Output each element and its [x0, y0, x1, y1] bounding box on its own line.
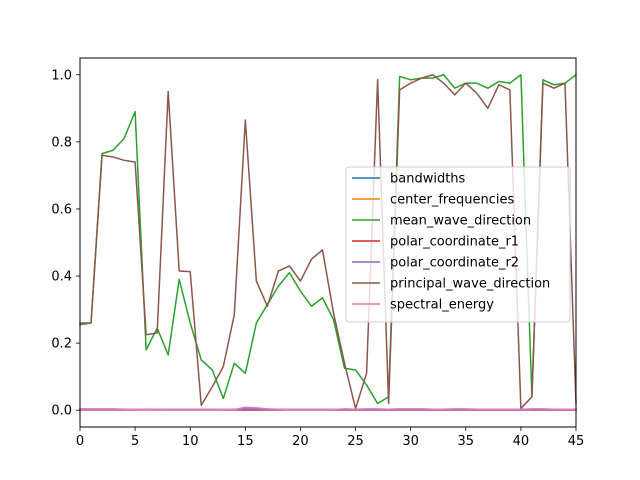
series-line-mean-wave-direction [79, 73, 578, 405]
series-line-spectral-energy [79, 406, 577, 411]
x-tick-label: 45 [568, 434, 585, 449]
legend-label: principal_wave_direction [390, 277, 550, 292]
legend-box [345, 166, 571, 323]
legend-label: bandwidths [390, 172, 466, 187]
legend-label: spectral_energy [390, 298, 494, 313]
x-tick-label: 15 [237, 434, 254, 449]
x-tick-label: 35 [458, 434, 475, 449]
y-tick-label: 0.8 [51, 135, 72, 150]
x-tick-label: 0 [76, 434, 84, 449]
x-tick-label: 40 [513, 434, 530, 449]
series-line-principal-wave-direction [79, 74, 577, 410]
y-axis: 0.0 0.2 0.4 0.6 0.8 1.0 [51, 68, 80, 419]
legend: bandwidths center_frequencies mean_wave_di… [345, 166, 571, 323]
y-tick-label: 1.0 [51, 68, 72, 83]
x-tick-label: 20 [292, 434, 309, 449]
legend-label: mean_wave_direction [390, 214, 531, 229]
plot-area [79, 73, 578, 411]
x-tick-label: 25 [347, 434, 364, 449]
y-tick-label: 0.6 [51, 202, 72, 217]
axes-frame [79, 57, 577, 428]
legend-label: polar_coordinate_r2 [390, 256, 519, 271]
x-tick-label: 10 [182, 434, 199, 449]
x-axis: 0 5 10 15 20 25 30 35 40 45 [76, 427, 584, 449]
legend-label: center_frequencies [390, 193, 514, 208]
legend-label: polar_coordinate_r1 [390, 235, 519, 250]
x-tick-label: 5 [131, 434, 139, 449]
y-tick-label: 0.4 [51, 270, 72, 285]
y-tick-label: 0.2 [51, 337, 72, 352]
x-tick-label: 30 [402, 434, 419, 449]
y-tick-label: 0.0 [51, 404, 72, 419]
